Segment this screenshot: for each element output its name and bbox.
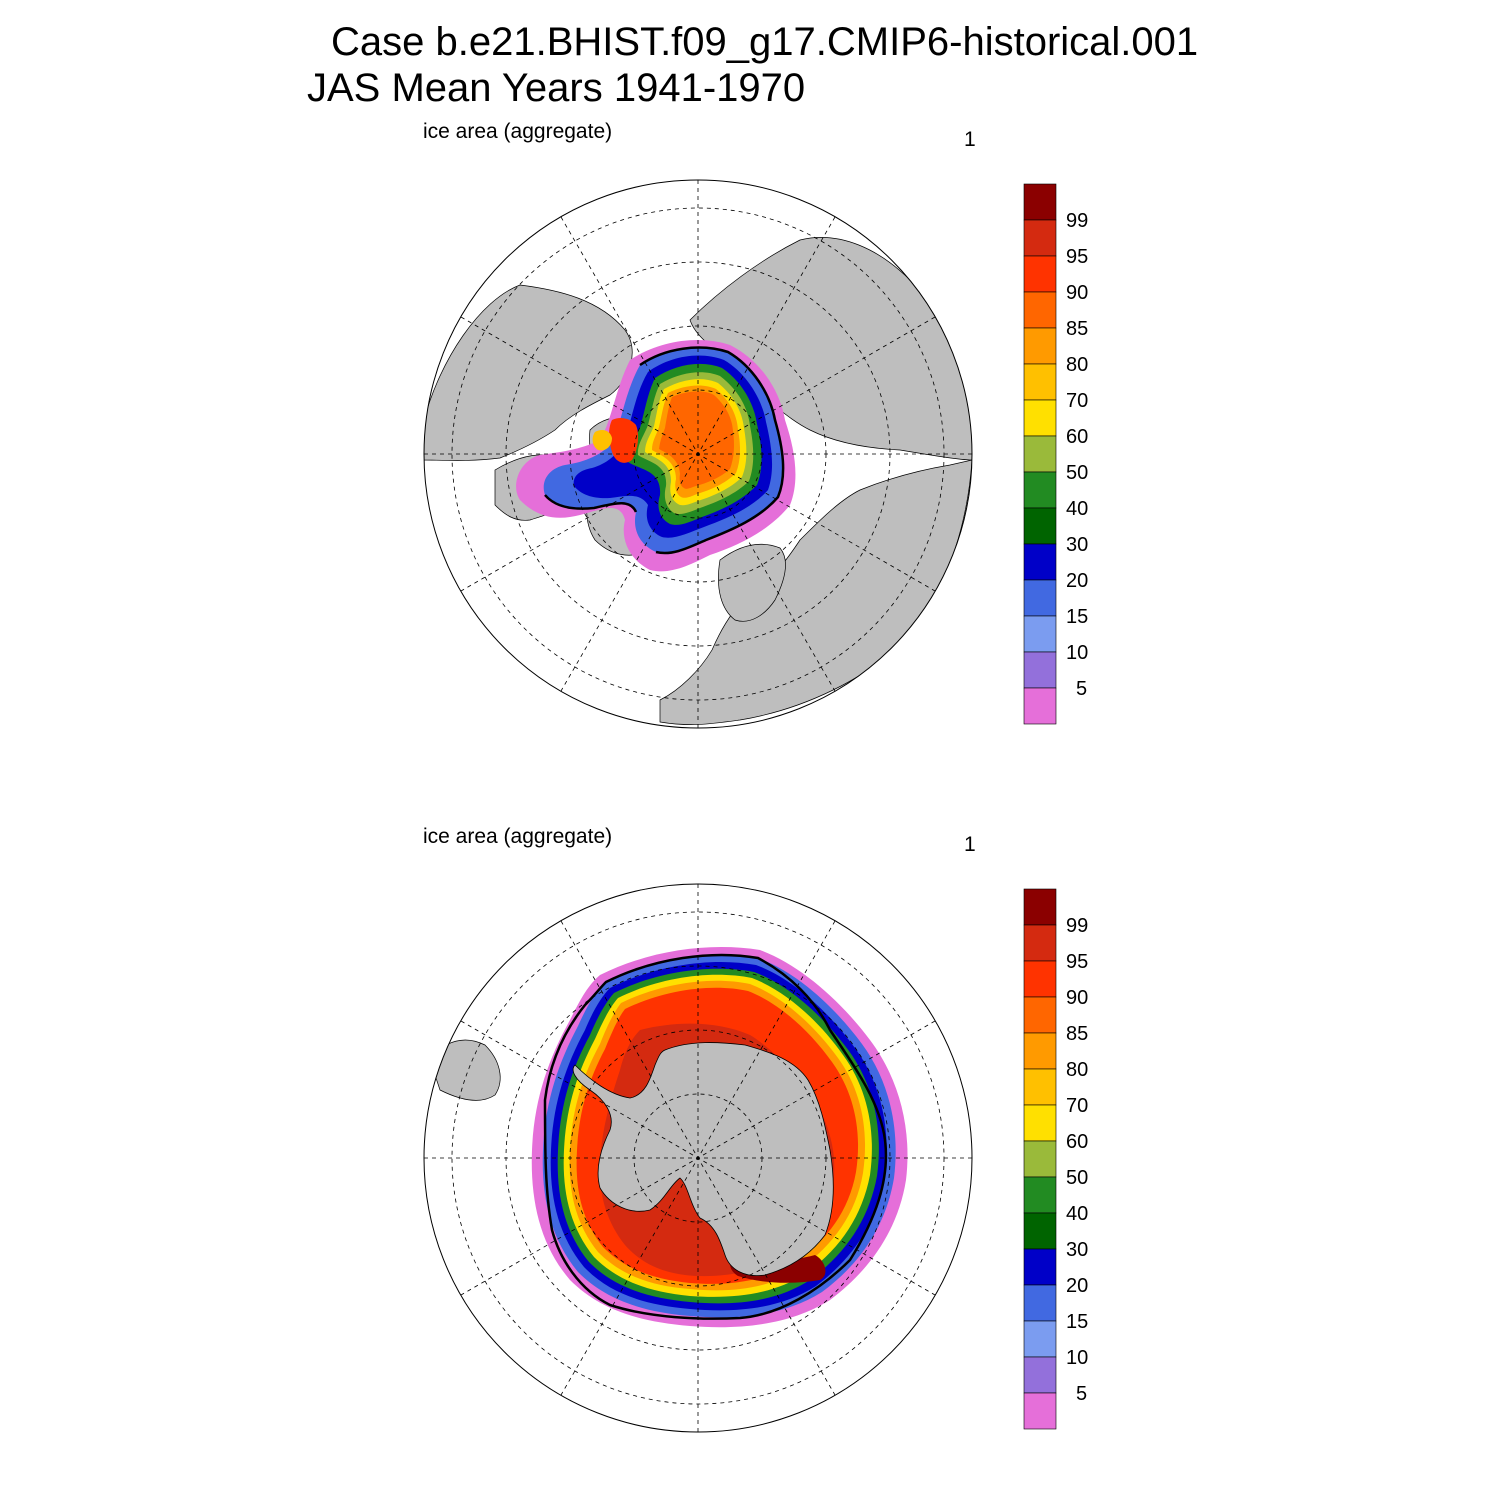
colorbar-tick-label: 80 <box>1066 1059 1088 1081</box>
figure-title-line-1: Case b.e21.BHIST.f09_g17.CMIP6-historica… <box>331 20 1199 64</box>
colorbar-box-1 <box>1023 1356 1057 1394</box>
colorbar-tick-label: 85 <box>1066 318 1088 340</box>
colorbar-box-5 <box>1023 1212 1057 1250</box>
north-land-scandinavia <box>718 543 786 622</box>
north-ice-archipelago <box>609 417 639 463</box>
south-polar-map <box>423 883 973 1433</box>
panel-2-left-label: ice area (aggregate) <box>423 825 613 848</box>
colorbar-tick-label: 80 <box>1066 354 1088 376</box>
colorbar-tick-label: 20 <box>1066 570 1088 592</box>
colorbar-box-4 <box>1023 1248 1057 1286</box>
colorbar-tick-label: 5 <box>1066 1383 1087 1405</box>
colorbar-box-2 <box>1023 615 1057 653</box>
colorbar-box-13 <box>1023 219 1057 257</box>
south-land-south-america <box>429 1039 501 1101</box>
south-graticule <box>424 884 972 1432</box>
colorbar-box-0 <box>1023 1392 1057 1430</box>
colorbar-tick-label: 95 <box>1066 246 1088 268</box>
colorbar-tick-label: 40 <box>1066 498 1088 520</box>
colorbar-box-6 <box>1023 1176 1057 1214</box>
north-ice-edge-contour <box>639 346 785 555</box>
colorbar-box-11 <box>1023 996 1057 1034</box>
colorbar-box-7 <box>1023 1140 1057 1178</box>
colorbar-tick-label: 5 <box>1066 678 1087 700</box>
colorbar-box-10 <box>1023 1032 1057 1070</box>
colorbar-tick-label: 70 <box>1066 1095 1088 1117</box>
colorbar-tick-label: 99 <box>1066 210 1088 232</box>
colorbar-tick-label: 60 <box>1066 1131 1088 1153</box>
north-ice-edge-contour-west <box>544 494 638 513</box>
colorbar-box-9 <box>1023 363 1057 401</box>
colorbar-box-8 <box>1023 399 1057 437</box>
colorbar-box-7 <box>1023 435 1057 473</box>
colorbar-tick-label: 95 <box>1066 951 1088 973</box>
colorbar-tick-label: 30 <box>1066 534 1088 556</box>
panel-1-right-label: 1 <box>964 128 976 151</box>
colorbar-tick-label: 99 <box>1066 915 1088 937</box>
colorbar-box-12 <box>1023 255 1057 293</box>
colorbar-box-8 <box>1023 1104 1057 1142</box>
panel-2-right-label: 1 <box>964 833 976 856</box>
colorbar-box-6 <box>1023 471 1057 509</box>
colorbar-box-14 <box>1023 183 1057 221</box>
colorbar-box-10 <box>1023 327 1057 365</box>
colorbar-box-1 <box>1023 651 1057 689</box>
colorbar-box-3 <box>1023 1284 1057 1322</box>
colorbar-tick-label: 30 <box>1066 1239 1088 1261</box>
colorbar-tick-label: 90 <box>1066 987 1088 1009</box>
colorbar-box-14 <box>1023 888 1057 926</box>
figure-title-line-2: JAS Mean Years 1941-1970 <box>307 66 806 110</box>
north-map-border <box>423 179 973 729</box>
colorbar-tick-label: 15 <box>1066 1311 1088 1333</box>
colorbar-tick-label: 15 <box>1066 606 1088 628</box>
north-polar-map <box>423 179 973 729</box>
south-ice-edge-contour <box>543 953 888 1320</box>
colorbar-tick-label: 85 <box>1066 1023 1088 1045</box>
colorbar-tick-label: 90 <box>1066 282 1088 304</box>
colorbar-tick-label: 60 <box>1066 426 1088 448</box>
south-land-antarctica <box>572 1042 834 1277</box>
colorbar-tick-label: 40 <box>1066 1203 1088 1225</box>
north-ice-archipelago-edge <box>592 430 612 451</box>
north-graticule <box>424 180 972 728</box>
colorbar-box-5 <box>1023 507 1057 545</box>
colorbar-box-0 <box>1023 687 1057 725</box>
north-ice-band-85 <box>659 391 734 489</box>
panel-1-left-label: ice area (aggregate) <box>423 120 613 143</box>
colorbar-south: 99 95 90 85 80 70 60 50 40 30 20 15 10 5 <box>1023 888 1088 1430</box>
south-map-border <box>423 883 973 1433</box>
colorbar-tick-label: 10 <box>1066 1347 1088 1369</box>
colorbar-tick-label: 50 <box>1066 462 1088 484</box>
colorbar-box-9 <box>1023 1068 1057 1106</box>
colorbar-box-2 <box>1023 1320 1057 1358</box>
colorbar-box-13 <box>1023 924 1057 962</box>
colorbar-box-3 <box>1023 579 1057 617</box>
colorbar-tick-label: 50 <box>1066 1167 1088 1189</box>
colorbar-tick-label: 70 <box>1066 390 1088 412</box>
colorbar-box-11 <box>1023 291 1057 329</box>
colorbar-box-4 <box>1023 543 1057 581</box>
colorbar-tick-label: 10 <box>1066 642 1088 664</box>
colorbar-north: 99 95 90 85 80 70 60 50 40 30 20 15 10 5 <box>1023 183 1088 725</box>
colorbar-tick-label: 20 <box>1066 1275 1088 1297</box>
colorbar-box-12 <box>1023 960 1057 998</box>
